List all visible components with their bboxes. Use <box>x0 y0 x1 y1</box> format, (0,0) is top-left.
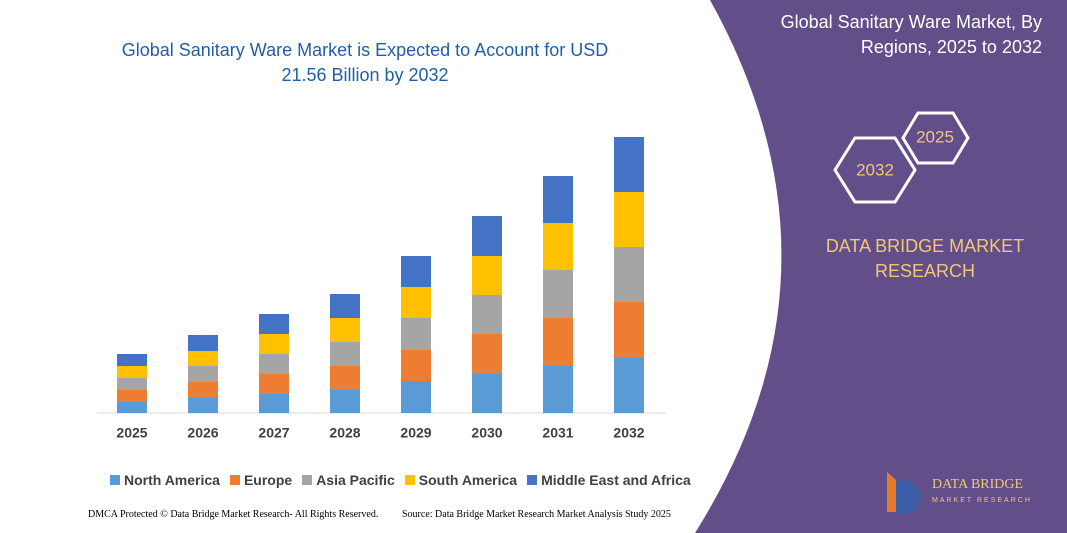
bar-segment <box>614 358 644 413</box>
logo-mark <box>887 472 896 512</box>
bar-segment <box>614 302 644 358</box>
legend-swatch <box>110 475 120 485</box>
legend-item: South America <box>404 472 518 488</box>
bar-segment <box>330 294 360 318</box>
logo-text: MARKET RESEARCH <box>932 497 1032 504</box>
bar-segment <box>188 382 218 398</box>
bar-segment <box>188 398 218 413</box>
bar-segment <box>401 287 431 318</box>
hex-label: 2032 <box>856 160 894 179</box>
logo-text: DATA BRIDGE <box>932 477 1023 492</box>
bar-segment <box>259 374 289 394</box>
bar-segment <box>259 334 289 354</box>
legend-label: South America <box>418 472 518 488</box>
x-tick-label: 2026 <box>187 425 218 441</box>
legend-item: Middle East and Africa <box>527 472 691 488</box>
legend-item: Europe <box>229 472 293 488</box>
bar-segment <box>472 295 502 334</box>
legend-label: North America <box>124 472 220 488</box>
x-tick-label: 2025 <box>116 425 147 441</box>
bar-segment <box>330 366 360 390</box>
legend-label: Asia Pacific <box>316 472 395 488</box>
bar-segment <box>472 334 502 374</box>
bar-segment <box>330 318 360 342</box>
legend-swatch <box>229 475 240 485</box>
bar-segment <box>543 176 573 223</box>
x-tick-label: 2028 <box>329 425 360 441</box>
bar-segment <box>117 354 147 366</box>
bar-segment <box>259 354 289 374</box>
legend-swatch <box>404 475 415 485</box>
footer-left: DMCA Protected © Data Bridge Market Rese… <box>88 509 379 520</box>
bar-segment <box>188 351 218 366</box>
bar-segment <box>543 366 573 413</box>
legend-swatch <box>527 475 538 485</box>
bar-segment <box>543 318 573 366</box>
hexagon <box>901 111 970 165</box>
x-tick-label: 2030 <box>471 425 502 441</box>
bar-segment <box>472 216 502 256</box>
hex-label: 2025 <box>916 127 954 146</box>
bar-segment <box>259 394 289 413</box>
bar-segment <box>401 318 431 350</box>
hexagon <box>833 136 917 204</box>
x-tick-label: 2032 <box>613 425 644 441</box>
bar-segment <box>401 350 431 381</box>
bar-segment <box>117 366 147 378</box>
bar-segment <box>614 247 644 302</box>
bar-segment <box>259 314 289 334</box>
bar-segment <box>472 374 502 413</box>
side-panel <box>695 0 1067 533</box>
bar-segment <box>188 335 218 351</box>
bar-segment <box>614 137 644 192</box>
bar-segment <box>472 256 502 295</box>
bar-segment <box>543 270 573 318</box>
legend-item: North America <box>110 472 220 488</box>
brand: DATA BRIDGE MARKET RESEARCH <box>825 236 1025 281</box>
panel-title: Global Sanitary Ware Market, By Regions,… <box>780 12 1042 57</box>
legend-item: Asia Pacific <box>302 472 395 488</box>
bar-segment <box>614 192 644 247</box>
legend-label: Middle East and Africa <box>541 472 691 488</box>
legend-swatch <box>302 475 313 485</box>
chart-title: Global Sanitary Ware Market is Expected … <box>121 40 609 85</box>
bar-segment <box>117 402 147 413</box>
legend: North America Europe Asia Pacific South Ame… <box>110 472 691 488</box>
bar-segment <box>117 378 147 390</box>
bar-segment <box>188 366 218 382</box>
legend-label: Europe <box>243 472 293 488</box>
x-tick-label: 2027 <box>258 425 289 441</box>
x-tick-label: 2031 <box>542 425 573 441</box>
bar-segment <box>330 342 360 366</box>
x-tick-label: 2029 <box>400 425 431 441</box>
bar-segment <box>543 223 573 270</box>
bar-segment <box>330 390 360 413</box>
bar-segment <box>117 390 147 402</box>
bar-segment <box>401 256 431 287</box>
bar-segment <box>401 381 431 413</box>
footer-right: Source: Data Bridge Market Research Mark… <box>402 509 671 520</box>
